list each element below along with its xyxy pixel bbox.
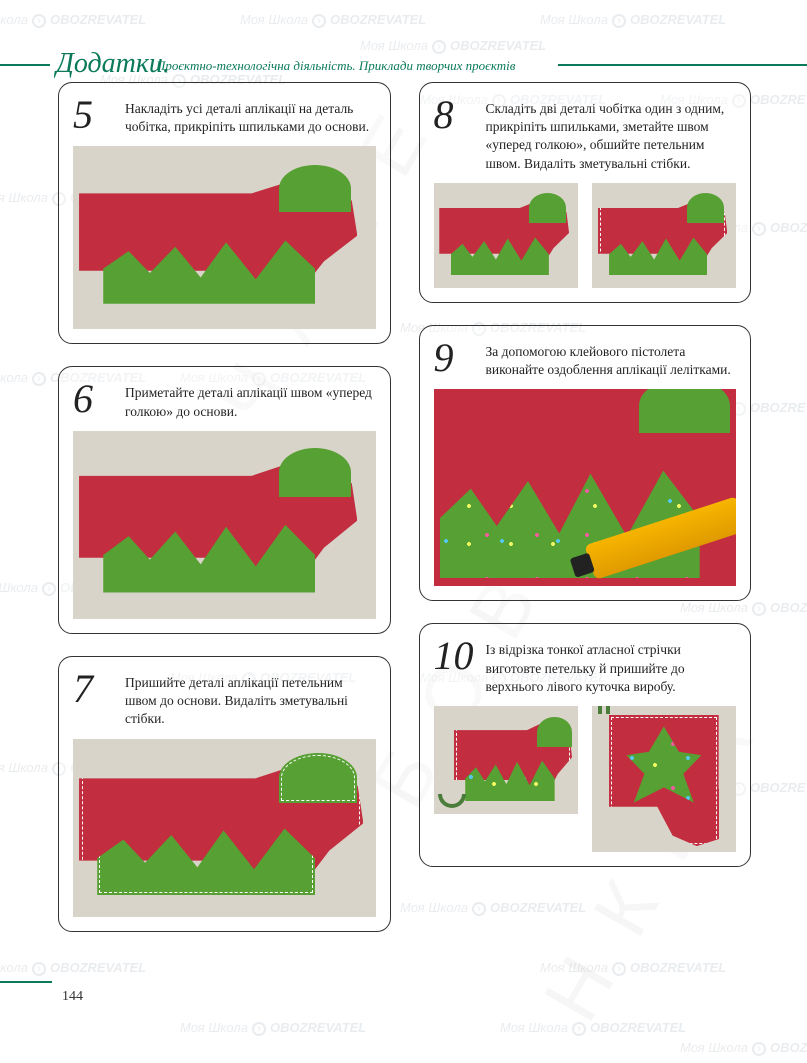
step-text: Пришийте деталі аплікації петельним швом…: [125, 671, 376, 729]
step-text: Накладіть усі деталі аплікації на деталь…: [125, 97, 376, 136]
step-card-6: 6 Приметайте деталі аплікації швом «упер…: [58, 366, 391, 633]
step-8-image-2: [592, 183, 736, 288]
right-column: 8 Складіть дві деталі чобітка один з одн…: [419, 82, 752, 973]
header-rule-left: [0, 64, 50, 66]
step-card-8: 8 Складіть дві деталі чобітка один з одн…: [419, 82, 752, 303]
page-header: Додатки. Проєктно-технологічна діяльніст…: [0, 48, 807, 78]
page-number: 144: [62, 989, 83, 1005]
step-text: Із відрізка тонкої атласної стрічки виго…: [486, 638, 737, 696]
step-number: 10: [434, 638, 474, 674]
step-9-image: [434, 389, 737, 586]
step-card-5: 5 Накладіть усі деталі аплікації на дета…: [58, 82, 391, 344]
step-number: 5: [73, 97, 113, 133]
step-number: 8: [434, 97, 474, 133]
left-column: 5 Накладіть усі деталі аплікації на дета…: [58, 82, 391, 973]
step-text: Складіть дві деталі чобітка один з одним…: [486, 97, 737, 173]
step-number: 9: [434, 340, 474, 376]
step-card-7: 7 Пришийте деталі аплікації петельним шв…: [58, 656, 391, 932]
step-10-image-1: [434, 706, 578, 814]
content-columns: 5 Накладіть усі деталі аплікації на дета…: [58, 82, 751, 973]
step-5-image: [73, 146, 376, 329]
step-10-image-2: [592, 706, 736, 852]
step-6-image: [73, 431, 376, 619]
step-7-image: [73, 739, 376, 917]
step-text: Приметайте деталі аплікації швом «уперед…: [125, 381, 376, 420]
step-number: 6: [73, 381, 113, 417]
ribbon-loop-icon: [598, 706, 610, 714]
step-card-10: 10 Із відрізка тонкої атласної стрічки в…: [419, 623, 752, 867]
step-text: За допомогою клейового пістолета виконай…: [486, 340, 737, 379]
step-8-image-1: [434, 183, 578, 288]
header-subtitle: Проєктно-технологічна діяльність. Прикла…: [156, 58, 515, 74]
step-card-9: 9 За допомогою клейового пістолета викон…: [419, 325, 752, 601]
ribbon-loop-icon: [438, 794, 466, 808]
header-title: Додатки.: [56, 48, 170, 80]
header-rule-right: [558, 64, 807, 66]
step-number: 7: [73, 671, 113, 707]
